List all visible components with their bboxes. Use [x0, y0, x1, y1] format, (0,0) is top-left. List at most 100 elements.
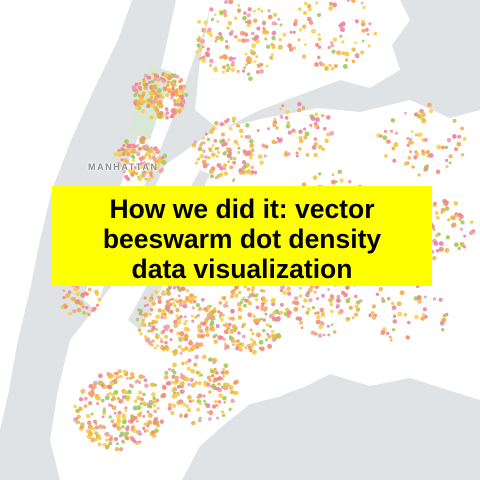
density-dot	[327, 333, 331, 337]
density-dot	[246, 19, 252, 25]
density-dot	[174, 298, 178, 302]
density-dot	[167, 367, 172, 371]
density-dot	[435, 248, 440, 253]
density-dot	[414, 150, 418, 154]
density-dot	[138, 308, 143, 314]
density-dot	[282, 290, 288, 296]
density-dot	[222, 151, 227, 156]
density-dot	[175, 307, 180, 313]
density-dot	[198, 418, 202, 423]
density-dot	[201, 321, 206, 326]
density-dot	[253, 318, 258, 324]
density-dot	[200, 333, 205, 339]
density-dot	[223, 400, 227, 404]
density-dot	[441, 328, 445, 332]
density-dot	[107, 373, 112, 378]
density-dot	[428, 109, 434, 114]
density-dot	[157, 308, 162, 313]
density-dot	[225, 45, 229, 49]
density-dot	[371, 315, 377, 320]
density-dot	[421, 312, 426, 317]
density-dot	[257, 154, 263, 159]
density-dot	[298, 28, 303, 32]
density-dot	[422, 307, 427, 312]
density-dot	[95, 395, 101, 401]
density-dot	[348, 305, 353, 310]
density-dot	[60, 305, 65, 310]
density-dot	[161, 79, 165, 83]
density-dot	[62, 289, 66, 293]
density-dot	[166, 291, 171, 297]
density-dot	[196, 395, 200, 399]
density-dot	[185, 288, 190, 293]
density-dot	[161, 96, 165, 99]
density-dot	[254, 34, 260, 40]
density-dot	[469, 220, 474, 224]
density-dot	[171, 87, 175, 91]
density-dot	[262, 26, 266, 30]
density-dot	[134, 144, 138, 148]
density-dot	[218, 31, 222, 36]
density-dot	[154, 428, 159, 434]
density-dot	[408, 140, 412, 145]
density-dot	[75, 409, 79, 413]
density-dot	[181, 347, 186, 353]
density-dot	[223, 55, 228, 60]
density-dot	[153, 346, 157, 350]
density-dot	[162, 329, 166, 333]
density-dot	[339, 178, 344, 183]
density-dot	[267, 127, 270, 130]
density-dot	[144, 177, 148, 181]
density-dot	[297, 316, 303, 322]
density-dot	[138, 390, 143, 395]
density-dot	[360, 50, 365, 55]
density-dot	[224, 39, 229, 44]
density-dot	[140, 397, 144, 402]
density-dot	[458, 217, 462, 222]
density-dot	[119, 447, 124, 451]
density-dot	[428, 153, 434, 158]
density-dot	[424, 138, 428, 142]
density-dot	[172, 370, 177, 375]
density-dot	[310, 116, 316, 121]
density-dot	[83, 404, 88, 408]
density-dot	[298, 129, 303, 134]
density-dot	[182, 389, 185, 393]
density-dot	[188, 348, 192, 353]
density-dot	[245, 123, 250, 128]
density-dot	[245, 38, 250, 43]
density-dot	[155, 328, 158, 331]
density-dot	[126, 177, 131, 182]
density-dot	[468, 230, 474, 236]
density-dot	[135, 105, 139, 110]
density-dot	[279, 288, 284, 293]
density-dot	[108, 441, 113, 446]
density-dot	[269, 56, 274, 60]
density-dot	[80, 422, 85, 427]
density-dot	[233, 139, 238, 144]
density-dot	[174, 378, 179, 384]
density-dot	[372, 305, 375, 309]
density-dot	[460, 126, 464, 131]
density-dot	[118, 400, 122, 404]
density-dot	[435, 211, 439, 215]
density-dot	[289, 30, 293, 34]
density-dot	[143, 73, 148, 78]
density-dot	[231, 340, 234, 343]
density-dot	[332, 330, 337, 334]
density-dot	[242, 164, 248, 169]
density-dot	[130, 149, 135, 154]
density-dot	[86, 434, 92, 440]
density-dot	[224, 370, 230, 375]
density-dot	[314, 62, 319, 67]
density-dot	[164, 93, 170, 98]
density-dot	[438, 246, 444, 252]
density-dot	[85, 292, 89, 296]
density-dot	[183, 322, 187, 326]
density-dot	[285, 110, 290, 115]
density-dot	[373, 31, 378, 36]
density-dot	[178, 94, 183, 99]
density-dot	[346, 317, 351, 321]
density-dot	[228, 408, 232, 411]
